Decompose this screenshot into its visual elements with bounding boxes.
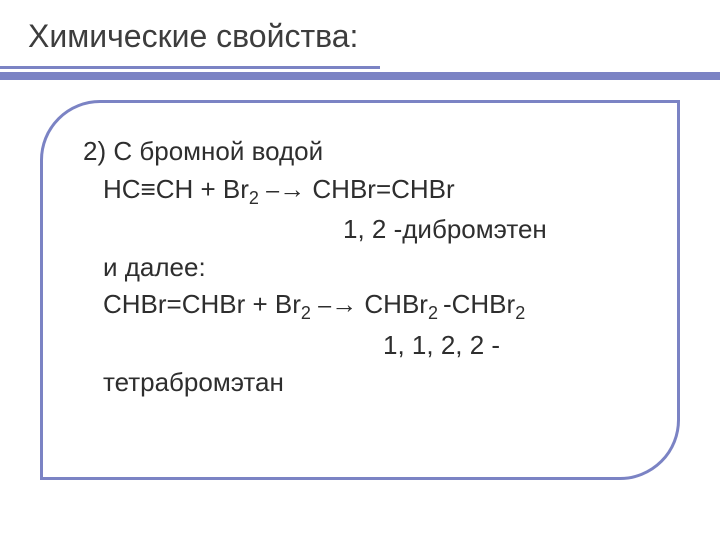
title-area: Химические свойства: — [0, 0, 720, 55]
title-underline-thin — [0, 66, 380, 69]
content-area: 2) С бромной водой HC≡CH + Br2 ⎯→ CHBr=C… — [40, 100, 690, 510]
eq2-sub2: 2 — [428, 304, 443, 324]
product-2-a: 1, 1, 2, 2 - — [83, 327, 647, 365]
content-line-1: 2) С бромной водой — [83, 133, 647, 171]
eq2-left: CHBr=CHBr + Br — [103, 289, 301, 319]
content-frame: 2) С бромной водой HC≡CH + Br2 ⎯→ CHBr=C… — [40, 100, 680, 480]
eq2-sub1: 2 — [301, 304, 311, 324]
eq2-arrow: ⎯→ CHBr — [311, 289, 428, 319]
title-underline-thick — [0, 72, 720, 80]
slide: Химические свойства: 2) С бромной водой … — [0, 0, 720, 540]
product-2-b: тетрабромэтан — [83, 364, 647, 402]
eq1-arrow: ⎯→ CHBr=CHBr — [259, 174, 455, 204]
eq1-sub1: 2 — [249, 188, 259, 208]
equation-2: CHBr=CHBr + Br2 ⎯→ CHBr2 -CHBr2 — [83, 286, 647, 326]
eq1-left: HC≡CH + Br — [103, 174, 249, 204]
eq2-dash: -CHBr — [443, 289, 515, 319]
equation-1: HC≡CH + Br2 ⎯→ CHBr=CHBr — [83, 171, 647, 211]
and-further: и далее: — [83, 249, 647, 287]
slide-title: Химические свойства: — [28, 18, 720, 55]
product-1: 1, 2 -дибромэтен — [83, 211, 647, 249]
eq2-sub3: 2 — [515, 304, 525, 324]
